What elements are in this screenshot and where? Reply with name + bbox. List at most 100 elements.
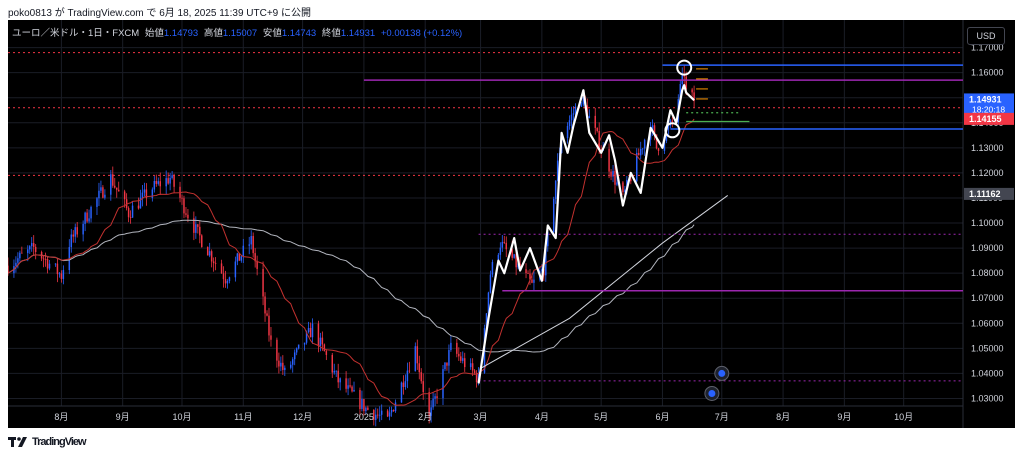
candle-body — [129, 217, 132, 218]
price-tick-label: 1.08000 — [971, 268, 1004, 278]
price-badge-label: 1.14155 — [969, 114, 1002, 124]
candle-body — [84, 212, 86, 224]
candle-body — [96, 198, 98, 207]
candle-body — [402, 382, 405, 387]
price-tick-label: 1.13000 — [971, 143, 1004, 153]
candle-body — [256, 261, 258, 269]
candle-body — [582, 97, 585, 105]
candle-body — [208, 251, 211, 256]
price-tick-label: 1.06000 — [971, 318, 1004, 328]
candle-body — [450, 342, 452, 351]
candle-body — [653, 125, 656, 135]
candle-body — [353, 389, 355, 392]
tradingview-logo-icon[interactable] — [8, 436, 28, 448]
candle-body — [44, 259, 47, 260]
candle-body — [282, 362, 284, 370]
candle-body — [547, 232, 549, 247]
candle-body — [375, 414, 377, 420]
candle-body — [291, 359, 294, 365]
time-tick-label: 8月 — [54, 412, 68, 422]
time-tick-label: 5月 — [594, 412, 608, 422]
candle-body — [30, 243, 33, 247]
candle-body — [499, 247, 502, 255]
candle-body — [214, 262, 217, 264]
candle-body — [254, 253, 256, 262]
candle-body — [612, 170, 614, 177]
candle-body — [566, 125, 569, 139]
price-badge: 1.11162 — [964, 187, 1014, 200]
symbol-label[interactable]: ユーロ／米ドル・1日・FXCM — [12, 28, 140, 39]
candle-body — [56, 263, 59, 275]
candle-body — [226, 280, 229, 284]
close-value: 1.14931 — [340, 28, 376, 39]
candle-body — [347, 385, 349, 389]
candle-body — [151, 189, 154, 198]
rising-trend-line — [480, 195, 729, 369]
candle-body — [153, 181, 156, 190]
candle-body — [489, 274, 492, 293]
candle-body — [262, 268, 264, 297]
chart-frame[interactable]: 1.170001.160001.150001.140001.130001.120… — [8, 20, 1015, 428]
candle-body — [351, 386, 353, 392]
candle-body — [639, 148, 642, 156]
price-tick-label: 1.09000 — [971, 243, 1004, 253]
candle-body — [463, 358, 466, 368]
candle-body — [469, 363, 472, 368]
currency-button[interactable]: USD — [967, 27, 1005, 45]
candle-body — [268, 315, 270, 336]
candle-body — [434, 396, 436, 399]
candle-body — [201, 235, 203, 248]
price-tick-label: 1.12000 — [971, 168, 1004, 178]
candle-body — [541, 269, 543, 272]
candle-body — [181, 197, 183, 199]
candle-body — [511, 249, 513, 258]
candle-body — [624, 189, 626, 193]
candle-body — [307, 328, 310, 332]
candle-body — [448, 350, 450, 366]
candle-body — [236, 253, 239, 262]
candle-body — [155, 181, 158, 184]
candle-body — [373, 409, 375, 420]
candle-body — [8, 265, 9, 274]
candle-body — [545, 246, 547, 276]
candle-body — [321, 337, 324, 345]
candle-body — [487, 292, 490, 314]
candle-body — [554, 180, 557, 199]
candle-body — [212, 261, 215, 263]
candle-body — [475, 373, 478, 383]
candle-body — [637, 152, 640, 156]
candle-body — [284, 367, 286, 370]
tradingview-brand[interactable]: TradingView — [32, 436, 87, 448]
candle-body — [442, 369, 444, 399]
candle-body — [580, 104, 583, 107]
open-label: 始値 — [144, 28, 164, 39]
candle-body — [572, 113, 575, 115]
candle-body — [116, 187, 118, 190]
candle-body — [376, 414, 379, 416]
time-tick-label: 11月 — [234, 412, 252, 422]
candle-body — [303, 342, 306, 345]
candle-body — [446, 362, 448, 366]
candle-body — [48, 263, 51, 269]
candle-body — [143, 189, 146, 193]
candle-body — [110, 174, 112, 195]
time-tick-label: 3月 — [474, 412, 488, 422]
candle-body — [305, 331, 308, 343]
candle-body — [408, 370, 411, 372]
candle-body — [169, 177, 171, 184]
candle-body — [311, 323, 314, 338]
candle-body — [556, 160, 559, 181]
price-badge: 1.14155 — [964, 112, 1014, 125]
candle-body — [331, 354, 334, 373]
candle-body — [325, 351, 328, 355]
candle-body — [250, 236, 252, 245]
candle-body — [171, 175, 173, 178]
candle-body — [290, 364, 292, 368]
candle-body — [167, 178, 169, 184]
candle-body — [280, 362, 282, 367]
candle-body — [139, 197, 142, 209]
price-chart[interactable]: 1.170001.160001.150001.140001.130001.120… — [8, 20, 1015, 428]
candle-body — [655, 134, 658, 149]
candle-body — [42, 258, 45, 260]
